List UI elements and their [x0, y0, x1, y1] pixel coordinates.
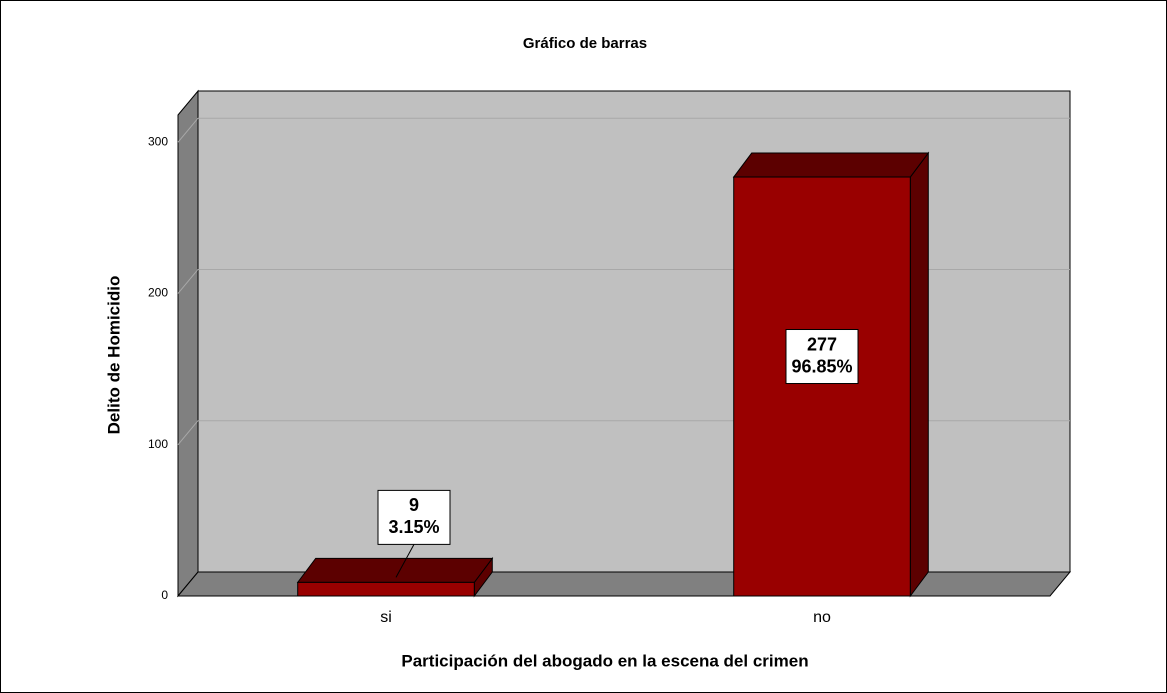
x-tick-label: no — [813, 609, 831, 626]
data-label-box — [377, 489, 451, 545]
leader-line — [395, 544, 415, 578]
data-label: 3.15% — [388, 517, 439, 537]
y-tick-label: 100 — [148, 437, 168, 451]
data-label: 96.85% — [791, 356, 852, 376]
y-tick-label: 200 — [148, 286, 168, 300]
bar-side — [909, 151, 929, 598]
y-axis-title: Delito de Homicidio — [104, 276, 123, 435]
bar — [733, 176, 911, 597]
bar-top — [296, 557, 494, 583]
side-wall — [177, 89, 199, 598]
grid-line — [177, 420, 199, 446]
data-label: 277 — [807, 334, 837, 354]
back-wall — [197, 90, 1071, 573]
chart-title: Gráfico de barras — [523, 35, 647, 52]
data-label: 9 — [409, 495, 419, 515]
y-tick-label: 0 — [161, 588, 168, 602]
y-tick-label: 300 — [148, 134, 168, 148]
grid-line — [177, 117, 199, 143]
data-label-box — [785, 329, 859, 385]
grid-line — [177, 269, 199, 294]
bar — [297, 581, 475, 597]
bar-top — [732, 152, 930, 178]
x-axis-title: Participación del abogado en la escena d… — [401, 651, 808, 670]
x-tick-label: si — [380, 609, 392, 626]
